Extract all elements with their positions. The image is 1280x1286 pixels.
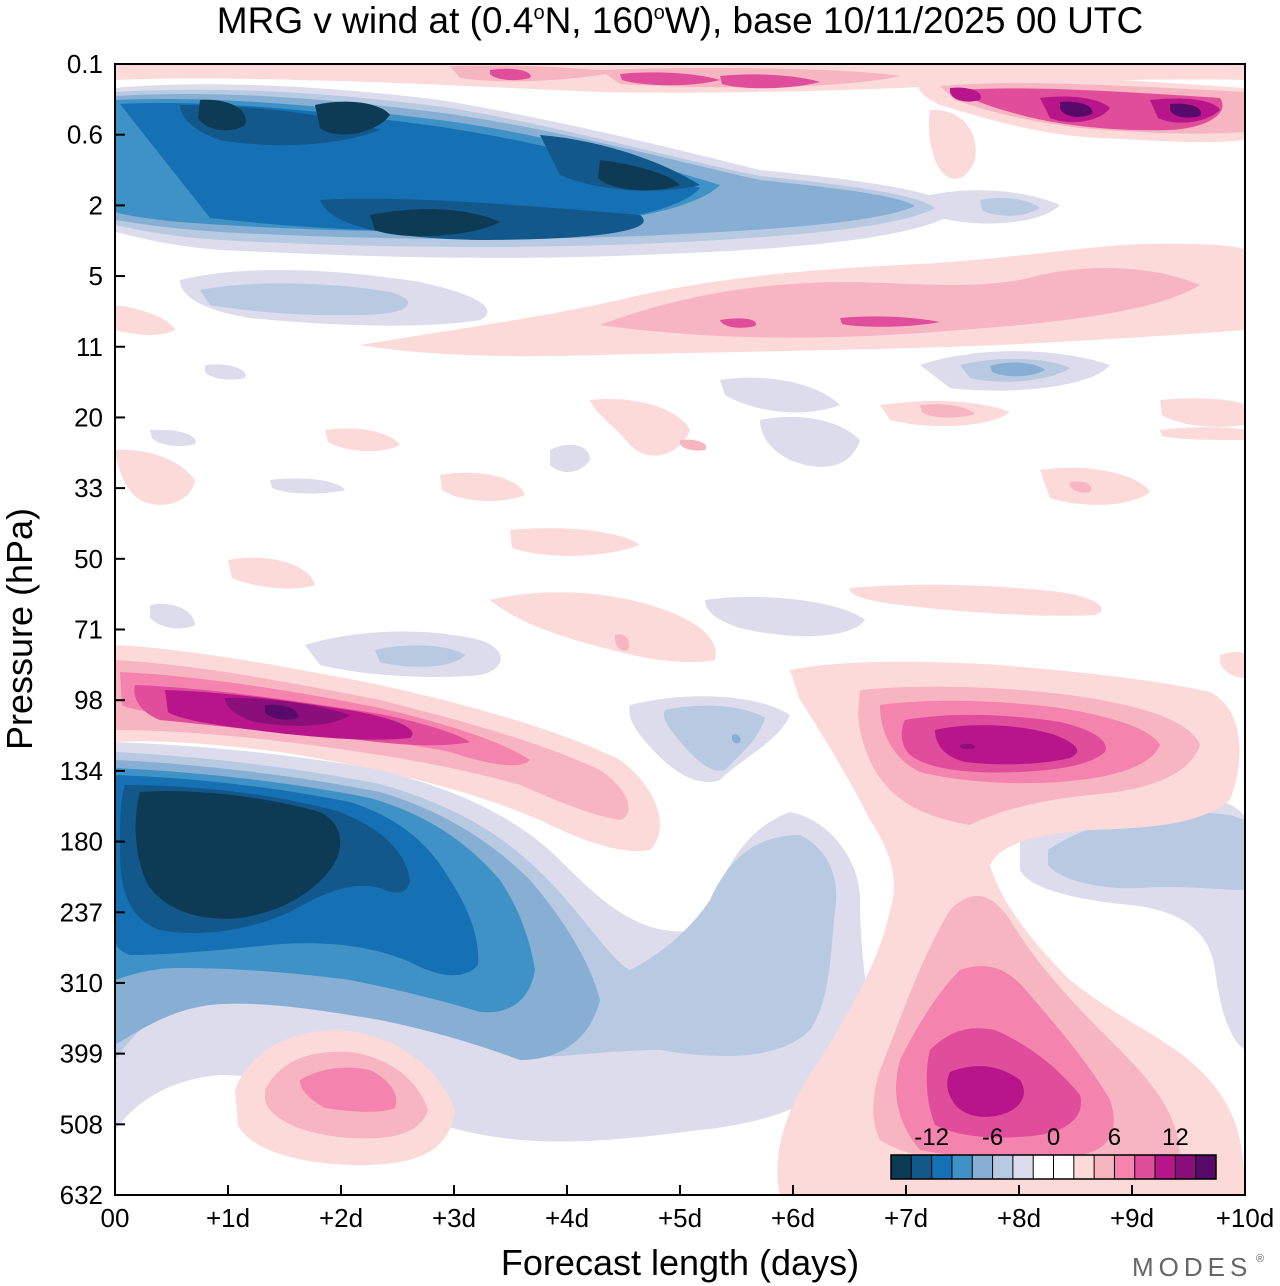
y-tick-label: 134 — [60, 756, 103, 786]
x-tick-label: +4d — [545, 1203, 589, 1233]
hour-pos-5 — [935, 725, 1078, 1117]
strat-pos-top3 — [490, 68, 820, 89]
colorbar-swatch — [992, 1155, 1014, 1179]
strat-neg-lower2 — [200, 283, 409, 316]
pos-patch-20b — [680, 404, 975, 451]
colorbar-swatch — [1033, 1155, 1054, 1179]
colorbar-swatch — [1175, 1155, 1197, 1179]
colorbar-swatch — [931, 1155, 953, 1179]
logo-text: MODES — [1132, 1252, 1252, 1282]
colorbar-swatch — [1114, 1155, 1136, 1179]
y-tick-label: 310 — [60, 968, 103, 998]
colorbar-swatch — [1155, 1155, 1176, 1179]
logo-mark: ® — [1256, 1253, 1264, 1265]
colorbar-label: 12 — [1162, 1124, 1189, 1151]
colorbar-swatch — [1012, 1155, 1034, 1179]
colorbar-swatch — [891, 1155, 912, 1179]
colorbar-label: 6 — [1108, 1124, 1121, 1151]
chart-title: MRG v wind at (0.4oN, 160oW), base 10/11… — [217, 0, 1143, 41]
y-tick-label: 98 — [74, 685, 103, 715]
y-tick-label: 0.1 — [67, 49, 103, 79]
colorbar-swatch — [1195, 1155, 1217, 1179]
colorbar-frame — [890, 1154, 1217, 1180]
pos-patch-30b — [1070, 481, 1092, 493]
neg-patch-11hpa3 — [990, 362, 1045, 377]
x-tick-label: +3d — [432, 1203, 476, 1233]
y-tick-label: 5 — [89, 261, 103, 291]
y-tick-label: 0.6 — [67, 120, 103, 150]
y-tick-label: 508 — [60, 1109, 103, 1139]
y-axis-label: Pressure (hPa) — [0, 508, 40, 750]
colorbar-label: -12 — [914, 1124, 949, 1151]
strat-neg-l6 — [180, 105, 700, 240]
pos-patch-20 — [590, 398, 1245, 456]
y-tick-label: 180 — [60, 827, 103, 857]
y-tick-label: 2 — [89, 190, 103, 220]
neg-band-71b — [375, 645, 465, 667]
strat-pos-right5 — [1060, 101, 1201, 118]
pos-band-71b — [614, 634, 630, 651]
x-tick-label: +9d — [1110, 1203, 1154, 1233]
neg-patch-100b — [664, 705, 765, 771]
colorbar-swatch — [1073, 1155, 1095, 1179]
hour-pos-4 — [901, 714, 1106, 1138]
colorbar-swatch — [1134, 1155, 1156, 1179]
y-tick-label: 20 — [74, 402, 103, 432]
y-tick-label: 237 — [60, 897, 103, 927]
colorbar-swatch — [951, 1155, 973, 1179]
colorbar-swatch — [1053, 1155, 1075, 1179]
trop-pos-7 — [265, 704, 299, 720]
hour-pos-6 — [960, 743, 976, 750]
modes-logo: MODES ® — [1132, 1252, 1264, 1282]
pos-patch-50 — [228, 557, 315, 589]
y-tick-label: 50 — [74, 544, 103, 574]
x-tick-label: +8d — [997, 1203, 1041, 1233]
x-tick-label: +1d — [206, 1203, 250, 1233]
strat-neg-right2 — [980, 197, 1040, 216]
colorbar-label: -6 — [982, 1124, 1003, 1151]
strat-pos-mid — [928, 109, 976, 179]
neg-band-71 — [150, 596, 865, 677]
x-tick-label: +6d — [771, 1203, 815, 1233]
y-tick-label: 399 — [60, 1039, 103, 1069]
contour-field — [115, 64, 1245, 1195]
y-tick-label: 632 — [60, 1180, 103, 1210]
y-axis: 0.1 0.6 2 5 11 20 33 50 71 98 134 180 237 310 399 508 63… — [60, 49, 125, 1210]
colorbar-swatch — [911, 1155, 933, 1179]
neg-patch-100c — [732, 734, 741, 744]
trop-neg-7 — [135, 791, 341, 919]
y-tick-label: 11 — [76, 332, 103, 362]
colorbar-swatch — [1094, 1155, 1115, 1179]
x-axis: 00 +1d +2d +3d +4d +5d +6d +7d +8d +9d +10d — [101, 1185, 1275, 1233]
colorbar: -12 -6 0 6 12 — [890, 1124, 1217, 1180]
x-tick-label: +7d — [884, 1203, 928, 1233]
mid-pos-left — [115, 305, 175, 335]
x-tick-label: +2d — [319, 1203, 363, 1233]
colorbar-label: 0 — [1047, 1124, 1060, 1151]
x-axis-label: Forecast length (days) — [501, 1242, 859, 1283]
colorbar-swatch — [972, 1155, 994, 1179]
y-tick-label: 33 — [74, 473, 103, 503]
low-pos-3 — [300, 1067, 397, 1112]
y-tick-label: 71 — [74, 615, 103, 645]
x-tick-label: +10d — [1216, 1203, 1275, 1233]
neg-patch-20 — [550, 377, 860, 472]
x-tick-label: 00 — [101, 1203, 130, 1233]
trop-neg-right2 — [1048, 812, 1245, 890]
mid-pos-3 — [720, 316, 940, 328]
pos-band-71 — [490, 584, 1245, 678]
x-tick-label: +5d — [658, 1203, 702, 1233]
